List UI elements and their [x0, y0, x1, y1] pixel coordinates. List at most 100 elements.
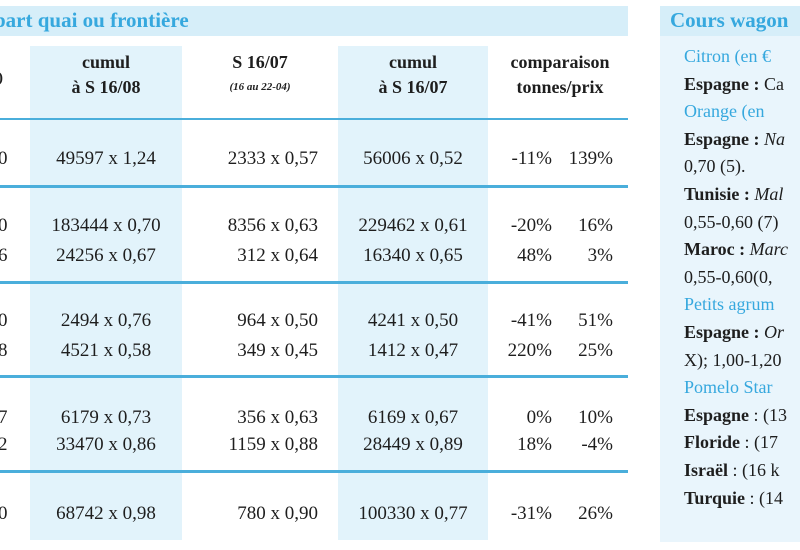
header-col0: )	[0, 70, 3, 87]
header-comparison: comparaison tonnes/prix	[511, 50, 610, 100]
header-cumul-previous: cumul à S 16/07	[378, 50, 447, 100]
cell-pct-tonnes: 18%	[517, 434, 552, 455]
cell-week: 1159 x 0,88	[228, 434, 318, 455]
origin-name: Floride	[684, 432, 740, 453]
rule-group-3	[0, 375, 628, 378]
cell-pct-prix: 26%	[578, 503, 613, 524]
origin-line: Espagne : Or	[684, 322, 784, 343]
cell-cumul-previous: 56006 x 0,52	[363, 148, 463, 169]
variety-name: Mal	[749, 184, 784, 204]
origin-name: Turquie	[684, 487, 746, 508]
cell-cumul-current: 183444 x 0,70	[51, 215, 161, 236]
product-heading: Pomelo Star	[684, 377, 773, 398]
cell-truncated: 0	[0, 215, 8, 236]
cell-pct-tonnes: 0%	[526, 407, 552, 428]
variety-name: Marc	[745, 239, 788, 260]
cell-truncated: 0	[0, 148, 8, 169]
cell-pct-tonnes: -11%	[511, 148, 552, 169]
cell-week: 312 x 0,64	[237, 245, 318, 266]
origin-name: Maroc :	[684, 239, 746, 260]
origin-name: Espagne :	[684, 128, 760, 149]
product-heading: Orange (en	[684, 101, 765, 122]
origin-line: Turquie : (14	[684, 488, 783, 509]
table-title: part quai ou frontière	[0, 8, 189, 32]
cell-cumul-current: 49597 x 1,24	[56, 148, 156, 169]
header-week-l1: S 16/07	[232, 52, 288, 72]
column-stripe-cumul-15	[338, 46, 488, 540]
product-heading: Citron (en €	[684, 46, 771, 66]
cell-week: 2333 x 0,57	[227, 148, 318, 169]
table-title-bar: part quai ou frontière	[0, 6, 628, 36]
origin-name: Espagne	[684, 404, 750, 425]
cell-week: 356 x 0,63	[237, 407, 318, 428]
header-cumul-previous-l1: cumul	[388, 52, 438, 72]
rule-group-4	[0, 470, 628, 473]
cell-pct-prix: -4%	[581, 434, 613, 455]
cell-truncated: 6	[0, 245, 8, 266]
cours-wagon-lines: Citron (en € Espagne : Ca Orange (en Espagn…	[660, 0, 800, 550]
rule-group-1	[0, 185, 628, 188]
origin-line: Israël : (16 k	[684, 460, 780, 481]
variety-name: Or	[759, 322, 785, 342]
panel-title-bar: Cours wagon	[660, 6, 800, 36]
header-week-l2: (16 au 22-04)	[229, 81, 291, 93]
cell-cumul-previous: 4241 x 0,50	[367, 310, 459, 331]
variety-name: Na	[759, 128, 786, 149]
origin-line: Floride : (17	[684, 432, 778, 453]
header-cumul-current-l1: cumul	[81, 52, 131, 72]
cell-week: 964 x 0,50	[237, 310, 318, 331]
header-week: S 16/07 (16 au 22-04)	[229, 50, 290, 100]
header-comparison-l2: tonnes/prix	[516, 77, 604, 97]
cell-pct-tonnes: 48%	[517, 245, 552, 266]
origin-detail: : (13	[749, 404, 788, 425]
cell-pct-tonnes: -41%	[510, 310, 552, 331]
origin-line: Espagne : Ca	[684, 74, 784, 95]
price-line: 0,55-0,60(0,	[684, 266, 773, 287]
cell-pct-tonnes: -20%	[510, 215, 552, 236]
cotations-table: part quai ou frontière ) cumul à S 16/08…	[0, 6, 628, 540]
cell-pct-prix: 3%	[587, 245, 613, 266]
cell-pct-prix: 139%	[568, 148, 613, 169]
cell-truncated: 2	[0, 434, 8, 455]
cell-pct-prix: 16%	[578, 215, 613, 236]
origin-detail: : (17	[740, 432, 779, 453]
price-line: 0,55-0,60 (7)	[684, 211, 779, 232]
origin-name: Tunisie :	[684, 184, 750, 204]
cell-pct-tonnes: 220%	[507, 340, 552, 361]
origin-name: Israël	[684, 460, 728, 480]
cell-cumul-previous: 1412 x 0,47	[367, 340, 459, 361]
origin-line: Espagne : (13	[684, 405, 787, 426]
cell-truncated: 0	[0, 503, 8, 524]
header-cumul-current: cumul à S 16/08	[71, 50, 140, 100]
cell-truncated: 7	[0, 407, 8, 428]
cell-cumul-current: 2494 x 0,76	[60, 310, 152, 331]
origin-detail: Ca	[759, 73, 785, 94]
price-line: X); 1,00-1,20	[684, 349, 782, 370]
header-cumul-previous-l2: à S 16/07	[378, 77, 448, 97]
header-comparison-l1: comparaison	[510, 52, 610, 72]
origin-line: Tunisie : Mal	[684, 184, 783, 205]
cell-truncated: 0	[0, 310, 8, 331]
cell-truncated: 8	[0, 340, 8, 361]
cell-pct-prix: 25%	[578, 340, 613, 361]
header-cumul-current-l2: à S 16/08	[71, 77, 141, 97]
origin-detail: : (16 k	[728, 460, 780, 480]
product-heading: Petits agrum	[684, 294, 775, 315]
column-stripe-cumul-16	[30, 46, 182, 540]
origin-line: Espagne : Na	[684, 129, 785, 150]
cell-cumul-previous: 16340 x 0,65	[363, 245, 463, 266]
cell-cumul-previous: 6169 x 0,67	[367, 407, 459, 428]
origin-detail: : (14	[745, 487, 784, 508]
rule-header	[0, 118, 628, 120]
cell-pct-tonnes: -31%	[510, 503, 552, 524]
cell-cumul-current: 68742 x 0,98	[56, 503, 156, 524]
cell-cumul-current: 33470 x 0,86	[56, 434, 156, 455]
cell-cumul-current: 4521 x 0,58	[60, 340, 152, 361]
cell-cumul-previous: 100330 x 0,77	[358, 503, 468, 524]
cell-cumul-previous: 229462 x 0,61	[358, 215, 468, 236]
cell-cumul-previous: 28449 x 0,89	[363, 434, 463, 455]
cell-cumul-current: 24256 x 0,67	[56, 245, 156, 266]
panel-title: Cours wagon	[670, 8, 789, 32]
cell-pct-prix: 51%	[578, 310, 613, 331]
cell-pct-prix: 10%	[578, 407, 613, 428]
